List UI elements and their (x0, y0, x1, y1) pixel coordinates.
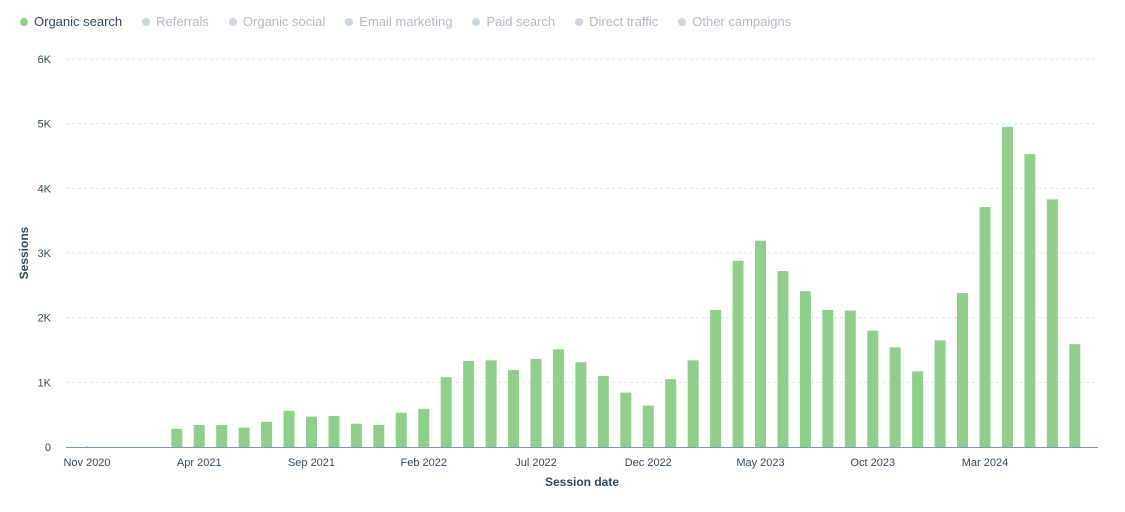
legend-dot-icon (20, 18, 28, 26)
x-tick-label: Sep 2021 (288, 457, 335, 469)
bar (552, 349, 564, 447)
bar (710, 309, 722, 447)
bar (508, 370, 520, 447)
bars (86, 126, 1081, 448)
legend-dot-icon (228, 18, 237, 26)
bar (642, 405, 654, 447)
bar (755, 240, 766, 447)
bar (395, 412, 407, 447)
bar (261, 421, 273, 447)
legend-label: Organic search (34, 14, 123, 29)
x-axis-title: Session date (545, 475, 619, 489)
bar (530, 359, 542, 447)
bar (171, 428, 183, 447)
bar (440, 377, 452, 447)
bar (216, 425, 228, 447)
y-tick-label: 2K (38, 313, 52, 325)
legend-item-organic-search[interactable]: Organic search (20, 14, 122, 30)
bar (328, 415, 340, 447)
legend-label: Direct traffic (589, 14, 659, 29)
bar (1069, 344, 1081, 447)
legend-item-referrals[interactable]: Referrals (142, 14, 209, 30)
legend-item-paid-search[interactable]: Paid search (472, 14, 555, 30)
bar (575, 362, 587, 447)
x-tick-label: Feb 2022 (401, 457, 447, 469)
bar (193, 425, 205, 447)
legend-label: Paid search (486, 14, 556, 29)
gridlines (66, 58, 1098, 383)
y-axis-ticks: 0 1K 2K 3K 4K 5K 6K (38, 54, 52, 454)
bar (799, 291, 811, 447)
x-tick-label: Nov 2020 (63, 457, 110, 469)
legend-label: Referrals (156, 14, 209, 29)
bar (867, 330, 879, 447)
bar (979, 207, 991, 447)
bar (934, 340, 946, 447)
bar (777, 271, 789, 447)
bar (597, 375, 609, 447)
bar (1024, 154, 1036, 447)
legend-dot-icon (575, 18, 584, 26)
bar (418, 408, 430, 447)
legend-item-other-campaigns[interactable]: Other campaigns (678, 14, 791, 30)
x-tick-label: Jul 2022 (515, 457, 557, 469)
bar (485, 360, 497, 447)
x-tick-label: Mar 2024 (962, 457, 1008, 469)
bar (1001, 126, 1013, 448)
legend-item-email-marketing[interactable]: Email marketing (345, 14, 452, 30)
legend-dot-icon (345, 18, 354, 26)
legend-label: Organic social (242, 14, 326, 29)
y-tick-label: 5K (38, 119, 52, 131)
bar (957, 293, 969, 447)
x-tick-label: Dec 2022 (625, 457, 672, 469)
bar (373, 425, 385, 447)
bar (687, 360, 699, 447)
x-tick-label: Apr 2021 (177, 457, 222, 469)
legend-dot-icon (142, 18, 151, 26)
y-tick-label: 3K (38, 248, 52, 260)
bar (620, 392, 632, 447)
legend-label: Email marketing (359, 14, 453, 29)
x-axis: Nov 2020 Apr 2021 Sep 2021 Feb 2022 Jul 2022… (63, 447, 1098, 469)
bar (238, 427, 250, 447)
bar (1046, 199, 1058, 447)
bar (306, 416, 317, 447)
legend: Organic search Referrals Organic social … (20, 14, 791, 30)
legend-label: Other campaigns (692, 14, 792, 29)
legend-dot-icon (472, 18, 481, 26)
legend-item-organic-social[interactable]: Organic social (228, 14, 326, 30)
bar (463, 360, 475, 447)
y-tick-label: 4K (38, 183, 52, 195)
x-tick-label: May 2023 (736, 457, 784, 469)
x-tick-label: Oct 2023 (850, 457, 895, 469)
y-tick-label: 1K (38, 377, 52, 389)
bar (889, 347, 901, 447)
legend-item-direct-traffic[interactable]: Direct traffic (575, 14, 658, 30)
y-tick-label: 6K (38, 54, 52, 66)
y-axis-title: Sessions (17, 226, 31, 279)
bar (665, 379, 677, 447)
y-tick-label: 0 (45, 442, 51, 454)
bar (350, 423, 362, 447)
bar (732, 260, 744, 447)
bar (844, 310, 856, 447)
legend-dot-icon (678, 18, 687, 26)
bar (822, 309, 834, 447)
bar (912, 371, 924, 447)
bar (283, 410, 295, 447)
